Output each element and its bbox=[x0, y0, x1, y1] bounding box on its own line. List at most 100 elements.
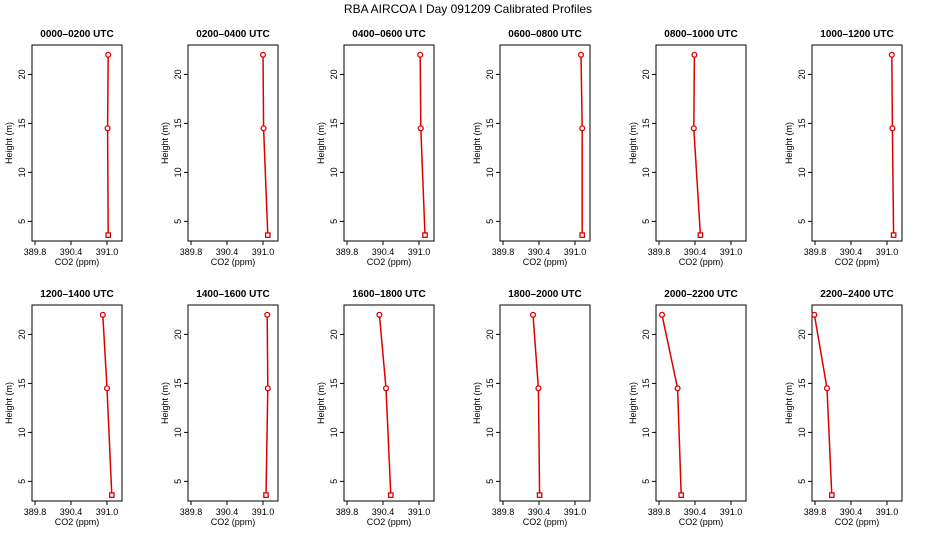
profile-line bbox=[532, 314, 541, 496]
y-tick-label: 15 bbox=[173, 378, 183, 388]
plot-frame bbox=[343, 44, 435, 242]
y-tick-label: 20 bbox=[641, 69, 651, 79]
x-axis-label: CO2 (ppm) bbox=[679, 517, 724, 527]
x-tick-label: 391.0 bbox=[876, 247, 899, 257]
profile-point bbox=[376, 311, 383, 318]
y-axis-label: Height (m) bbox=[4, 122, 14, 164]
y-tick-label: 5 bbox=[485, 479, 495, 484]
profile-point bbox=[260, 125, 267, 132]
profile-point bbox=[889, 125, 896, 132]
y-tick-label: 15 bbox=[17, 118, 27, 128]
x-axis-label: CO2 (ppm) bbox=[367, 257, 412, 267]
x-tick-label: 391.0 bbox=[252, 247, 275, 257]
x-tick-label: 391.0 bbox=[720, 247, 743, 257]
x-tick-label: 391.0 bbox=[252, 507, 275, 517]
x-tick-label: 391.0 bbox=[408, 507, 431, 517]
x-axis-label: CO2 (ppm) bbox=[835, 257, 880, 267]
panel-title: 2000–2200 UTC bbox=[664, 289, 737, 300]
profile-point bbox=[658, 311, 666, 318]
x-tick-label: 390.4 bbox=[372, 507, 395, 517]
profile-line bbox=[813, 314, 833, 496]
x-tick-label: 390.4 bbox=[684, 507, 707, 517]
profile-point bbox=[890, 232, 897, 238]
y-tick-label: 20 bbox=[17, 329, 27, 339]
profile-point bbox=[579, 232, 586, 238]
x-tick-label: 390.4 bbox=[528, 247, 551, 257]
profile-point bbox=[535, 385, 542, 392]
panel-title: 1600–1800 UTC bbox=[352, 289, 425, 300]
x-tick-label: 390.4 bbox=[60, 247, 83, 257]
y-tick-label: 5 bbox=[17, 479, 27, 484]
y-tick-label: 10 bbox=[17, 167, 27, 177]
x-tick-label: 390.4 bbox=[684, 247, 707, 257]
y-tick-label: 15 bbox=[329, 378, 339, 388]
profile-point bbox=[691, 51, 698, 58]
profile-line bbox=[419, 54, 426, 236]
x-tick-label: 389.8 bbox=[648, 247, 671, 257]
x-tick-label: 389.8 bbox=[804, 507, 827, 517]
y-tick-label: 15 bbox=[797, 378, 807, 388]
panel-title: 1200–1400 UTC bbox=[40, 289, 113, 300]
y-tick-label: 20 bbox=[797, 329, 807, 339]
y-tick-label: 20 bbox=[329, 69, 339, 79]
y-tick-label: 15 bbox=[641, 118, 651, 128]
y-tick-label: 10 bbox=[641, 427, 651, 437]
profile-point bbox=[105, 232, 112, 238]
y-axis-label: Height (m) bbox=[316, 382, 326, 424]
plot-frame bbox=[343, 304, 435, 502]
profile-line bbox=[891, 54, 895, 236]
profile-point bbox=[697, 232, 704, 238]
panel-title: 0800–1000 UTC bbox=[664, 29, 737, 40]
x-tick-label: 389.8 bbox=[180, 507, 203, 517]
y-tick-label: 5 bbox=[329, 479, 339, 484]
profile-point bbox=[577, 51, 585, 58]
x-tick-label: 390.4 bbox=[60, 507, 83, 517]
y-tick-label: 10 bbox=[641, 167, 651, 177]
profile-point bbox=[382, 385, 390, 392]
y-axis-label: Height (m) bbox=[4, 382, 14, 424]
x-tick-label: 391.0 bbox=[564, 247, 587, 257]
x-axis-label: CO2 (ppm) bbox=[523, 517, 568, 527]
profile-point bbox=[690, 125, 697, 132]
plot-frame bbox=[187, 44, 279, 242]
y-tick-label: 5 bbox=[485, 219, 495, 224]
profile-point bbox=[823, 385, 831, 392]
y-axis-label: Height (m) bbox=[628, 122, 638, 164]
profile-point bbox=[387, 492, 394, 498]
profile-point bbox=[417, 125, 424, 132]
y-tick-label: 5 bbox=[173, 479, 183, 484]
y-tick-label: 15 bbox=[485, 378, 495, 388]
y-tick-label: 10 bbox=[329, 427, 339, 437]
y-tick-label: 5 bbox=[641, 479, 651, 484]
y-tick-label: 10 bbox=[329, 167, 339, 177]
y-axis-label: Height (m) bbox=[472, 122, 482, 164]
plot-frame bbox=[499, 304, 591, 502]
y-tick-label: 20 bbox=[641, 329, 651, 339]
y-tick-label: 15 bbox=[173, 118, 183, 128]
plot-frame bbox=[811, 304, 903, 502]
y-tick-label: 5 bbox=[797, 219, 807, 224]
panel-title: 1400–1600 UTC bbox=[196, 289, 269, 300]
profile-line bbox=[693, 54, 702, 236]
x-tick-label: 390.4 bbox=[372, 247, 395, 257]
y-axis-label: Height (m) bbox=[628, 382, 638, 424]
profile-point bbox=[536, 492, 543, 498]
x-tick-label: 389.8 bbox=[492, 247, 515, 257]
profile-point bbox=[264, 385, 271, 392]
panel-title: 1000–1200 UTC bbox=[820, 29, 893, 40]
y-tick-label: 10 bbox=[173, 427, 183, 437]
x-tick-label: 389.8 bbox=[180, 247, 203, 257]
profile-point bbox=[417, 51, 424, 58]
profile-line bbox=[265, 314, 269, 496]
y-tick-label: 10 bbox=[485, 167, 495, 177]
profile-point bbox=[259, 51, 267, 58]
y-tick-label: 20 bbox=[797, 69, 807, 79]
